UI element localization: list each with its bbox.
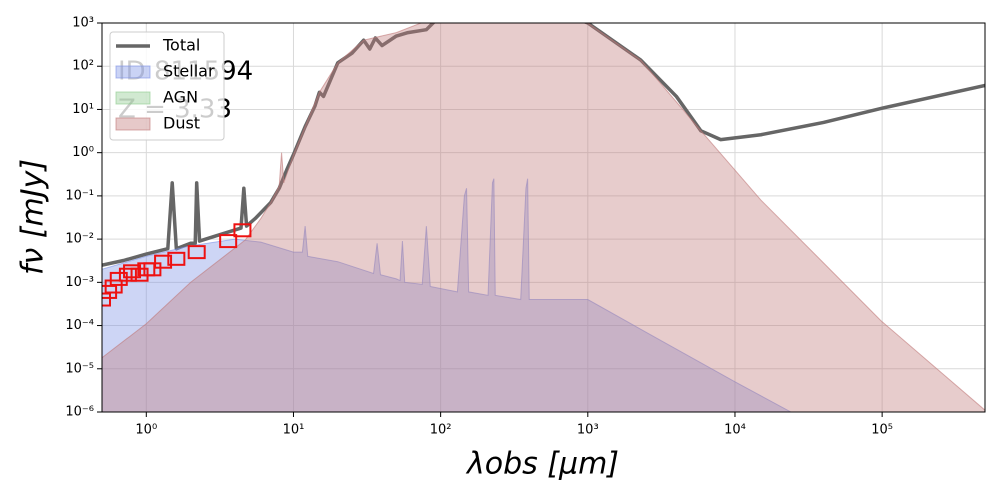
observation <box>118 267 137 282</box>
y-axis-label: fν [mJy] <box>16 159 51 275</box>
observation <box>187 245 206 260</box>
legend-label: Stellar <box>163 62 215 81</box>
x-tick-label: 10¹ <box>283 423 305 438</box>
observation <box>233 223 252 238</box>
y-tick-label: 10¹ <box>72 102 94 117</box>
y-tick-label: 10³ <box>72 16 94 31</box>
y-tick-label: 10⁻⁶ <box>65 405 94 420</box>
legend-label: Total <box>162 36 200 55</box>
y-tick-label: 10² <box>72 59 94 74</box>
y-tick-label: 10⁻⁴ <box>65 318 94 333</box>
y-tick-label: 10⁻³ <box>65 275 94 290</box>
y-tick-label: 10⁻⁵ <box>65 361 94 376</box>
observation <box>109 271 128 286</box>
area <box>102 178 792 412</box>
observation <box>102 292 111 307</box>
observation <box>167 251 186 266</box>
legend: Total Stellar AGN Dust <box>109 31 225 141</box>
x-tick-label: 10⁴ <box>724 423 746 438</box>
legend-label: Dust <box>163 114 200 133</box>
grid <box>102 22 985 413</box>
x-axis-label: λobs [μm] <box>465 447 619 482</box>
axes: 10⁰ 10¹ 10² 10³ 10⁴ 10⁵ 10⁻⁶ 10⁻⁵ 10⁻⁴ 10⁻³ 10⁻² 10… <box>65 16 893 438</box>
axes-frame <box>101 22 986 413</box>
observation <box>154 254 173 269</box>
legend-swatch <box>115 91 151 105</box>
observation <box>143 262 162 277</box>
legend-swatch <box>115 65 151 79</box>
legend-label: AGN <box>163 88 198 107</box>
legend-box <box>109 31 225 141</box>
y-tick-label: 10⁻² <box>65 232 94 247</box>
x-tick-label: 10² <box>430 423 452 438</box>
x-tick-label: 10⁵ <box>871 423 893 438</box>
y-tick-label: 10⁻¹ <box>65 188 94 203</box>
x-tick-label: 10³ <box>577 423 599 438</box>
legend-swatch <box>115 117 151 131</box>
observation <box>219 234 238 249</box>
observation <box>104 279 123 294</box>
y-tick-label: 10⁰ <box>72 145 94 160</box>
x-tick-label: 10⁰ <box>135 423 157 438</box>
